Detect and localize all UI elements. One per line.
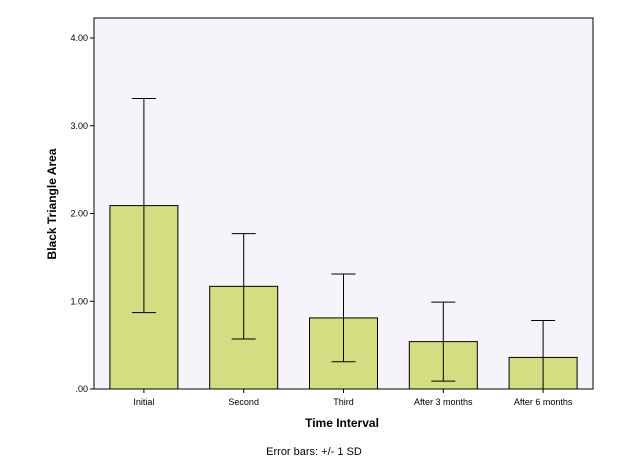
x-tick-label: After 6 months xyxy=(514,397,573,407)
x-axis-title: Time Interval xyxy=(305,416,379,430)
x-tick-label: After 3 months xyxy=(414,397,473,407)
y-tick-label: 2.00 xyxy=(70,209,88,219)
y-axis: .00 1.00 2.00 3.00 4.00 xyxy=(70,18,95,394)
x-tick-label: Third xyxy=(333,397,354,407)
error-bar xyxy=(331,273,356,363)
error-bar xyxy=(131,98,156,314)
error-bars-layer xyxy=(131,98,556,390)
x-tick-label: Initial xyxy=(133,397,154,407)
y-tick-label: 1.00 xyxy=(70,296,88,306)
error-bars-note: Error bars: +/- 1 SD xyxy=(266,446,362,458)
y-tick-label: 3.00 xyxy=(70,121,88,131)
error-bar xyxy=(231,233,256,340)
x-axis: Initial Second Third After 3 months After 6 … xyxy=(133,389,573,407)
y-axis-title: Black Triangle Area xyxy=(45,148,59,259)
y-tick-label: .00 xyxy=(75,384,88,394)
error-bar xyxy=(431,301,456,382)
x-tick-label: Second xyxy=(228,397,259,407)
y-tick-label: 4.00 xyxy=(70,33,88,43)
